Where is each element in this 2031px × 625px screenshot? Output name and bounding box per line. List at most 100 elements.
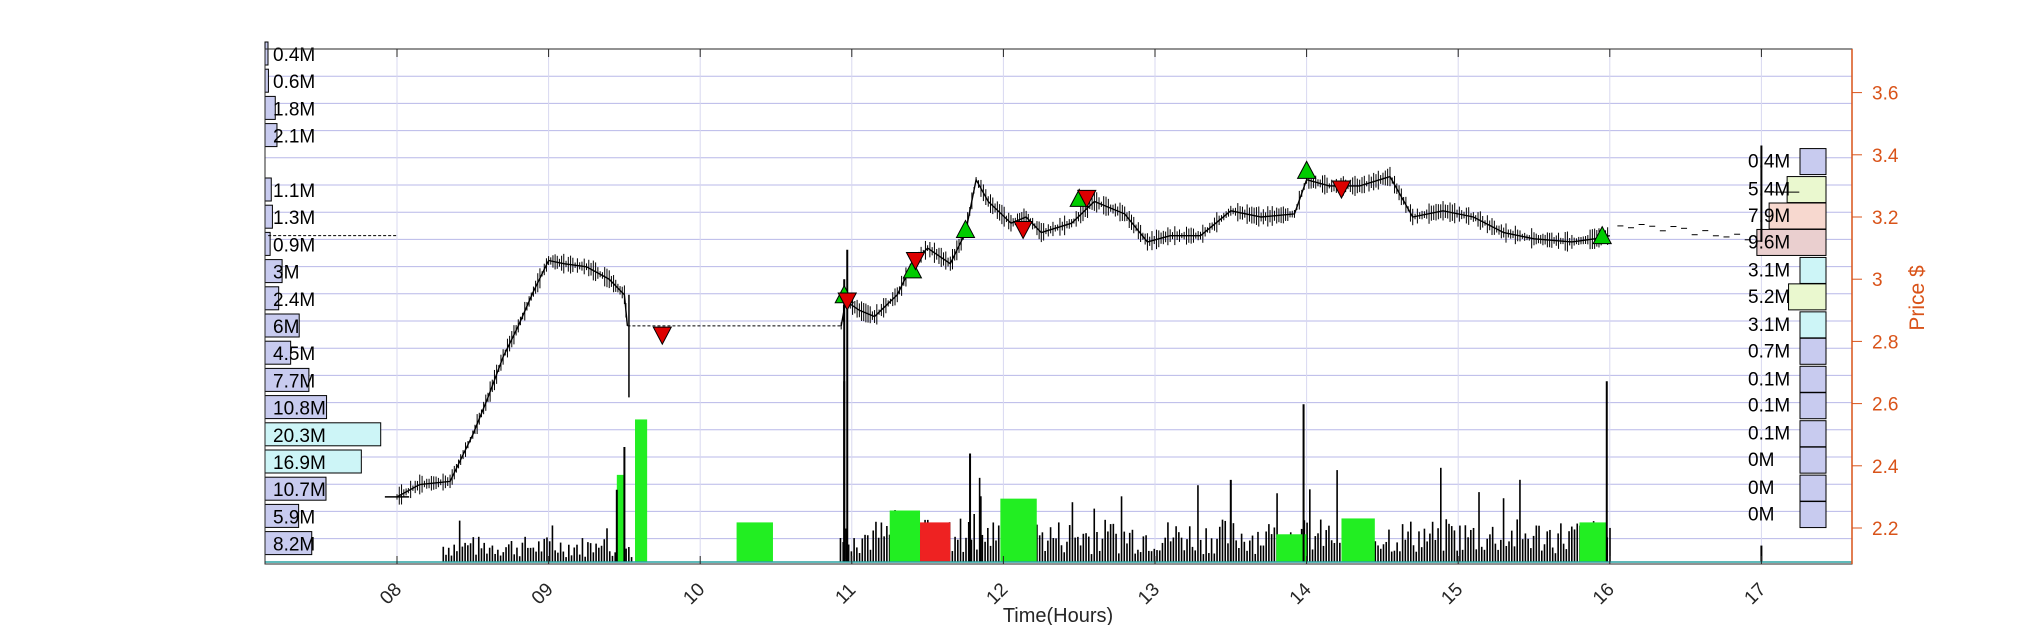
volume-bar	[570, 555, 573, 562]
volume-bar	[1210, 538, 1213, 562]
volume-bar	[589, 543, 592, 562]
x-tick-label: 13	[1134, 579, 1164, 609]
volume-bar	[565, 557, 567, 562]
volume-bar	[458, 520, 461, 562]
volume-bar	[1221, 519, 1224, 562]
volume-bar	[1071, 502, 1074, 562]
volume-bar	[1175, 526, 1177, 562]
left-profile-label: 0.6M	[273, 72, 315, 93]
volume-bar	[1262, 545, 1265, 562]
volume-bar	[976, 549, 978, 562]
volume-bar	[1178, 532, 1180, 562]
volume-bar	[1238, 548, 1240, 562]
trade-signal-markers	[652, 160, 1613, 346]
volume-bar	[1049, 527, 1052, 562]
volume-bar	[1388, 529, 1390, 562]
volume-bar	[1077, 536, 1079, 562]
right-profile-bar	[1799, 420, 1827, 448]
right-profile-bar	[1799, 311, 1827, 339]
volume-bar	[467, 545, 469, 562]
sell-signal-marker	[1331, 180, 1352, 200]
y-tick-label: 2.8	[1872, 332, 1898, 353]
volume-bar	[480, 548, 483, 562]
left-profile-label: 0.4M	[273, 45, 315, 66]
volume-bar	[502, 552, 505, 562]
volume-bar	[1202, 554, 1205, 562]
left-profile-bar	[264, 204, 273, 229]
volume-bar	[1251, 535, 1254, 562]
left-profile-label: 4.5M	[273, 344, 315, 365]
right-profile-label: 3.1M	[1748, 315, 1790, 336]
volume-bar	[1148, 550, 1150, 562]
volume-bar	[1423, 528, 1426, 562]
volume-bar	[858, 553, 861, 562]
volume-bar	[1191, 546, 1194, 562]
volume-bar	[554, 550, 556, 562]
left-profile-label: 2.1M	[273, 127, 315, 148]
volume-bar	[1139, 552, 1142, 562]
volume-bar	[1396, 542, 1398, 562]
volume-bar	[1521, 539, 1524, 562]
volume-block	[635, 419, 648, 562]
volume-bar	[546, 537, 548, 562]
volume-bar	[1126, 543, 1128, 562]
volume-bar	[1145, 535, 1147, 562]
right-profile-bar	[1799, 148, 1827, 176]
volume-bar	[1549, 529, 1551, 562]
volume-bar	[630, 557, 633, 562]
volume-bar	[872, 530, 875, 562]
volume-bar	[1328, 525, 1330, 562]
x-tick-label: 09	[528, 579, 558, 609]
right-profile-bar	[1799, 501, 1827, 529]
volume-bar	[524, 536, 526, 562]
volume-bar	[1491, 526, 1494, 562]
volume-bar	[1562, 543, 1565, 562]
volume-bar	[1314, 536, 1317, 562]
volume-bar	[1431, 521, 1434, 562]
volume-bar	[453, 544, 455, 562]
volume-bar	[987, 527, 989, 562]
right-profile-bar	[1799, 337, 1827, 365]
volume-bar	[1546, 531, 1549, 562]
volume-bar	[957, 539, 959, 562]
volume-bar	[527, 547, 529, 562]
volume-bar	[1118, 553, 1120, 562]
volume-bar	[1535, 525, 1538, 562]
volume-bar	[1257, 531, 1259, 562]
volume-bar	[1227, 543, 1229, 562]
volume-bar	[1486, 538, 1488, 562]
volume-block	[920, 522, 951, 562]
volume-bar	[1311, 549, 1314, 562]
volume-bar	[978, 477, 981, 562]
volume-bar	[1036, 524, 1038, 562]
volume-bar	[1379, 548, 1382, 562]
volume-bar	[592, 552, 595, 562]
volume-bar	[839, 537, 842, 562]
left-profile-label: 1.3M	[273, 208, 315, 229]
volume-bar	[1232, 523, 1235, 562]
volume-bar	[540, 551, 543, 562]
volume-bar	[1172, 537, 1175, 562]
buy-signal-marker	[1592, 225, 1613, 245]
x-tick-label: 11	[832, 580, 861, 609]
volume-bar	[1199, 539, 1202, 562]
volume-bar	[1180, 537, 1183, 562]
volume-bar	[1306, 522, 1308, 562]
volume-bar	[587, 542, 589, 562]
volume-bar	[883, 536, 885, 562]
volume-block	[616, 474, 625, 562]
right-profile-label: 0.4M	[1748, 152, 1790, 173]
volume-bar	[877, 537, 880, 562]
volume-bar	[1513, 546, 1516, 562]
volume-bar	[625, 548, 627, 562]
volume-bar	[1478, 492, 1480, 562]
volume-bar	[529, 547, 532, 562]
volume-bar	[1137, 549, 1139, 562]
sell-signal-marker	[652, 326, 673, 346]
volume-bar	[1437, 528, 1439, 562]
volume-bar	[1150, 551, 1153, 562]
volume-bar	[1052, 538, 1055, 562]
volume-bar	[1243, 541, 1246, 562]
volume-bar	[1104, 519, 1106, 562]
volume-bar	[1516, 519, 1519, 562]
